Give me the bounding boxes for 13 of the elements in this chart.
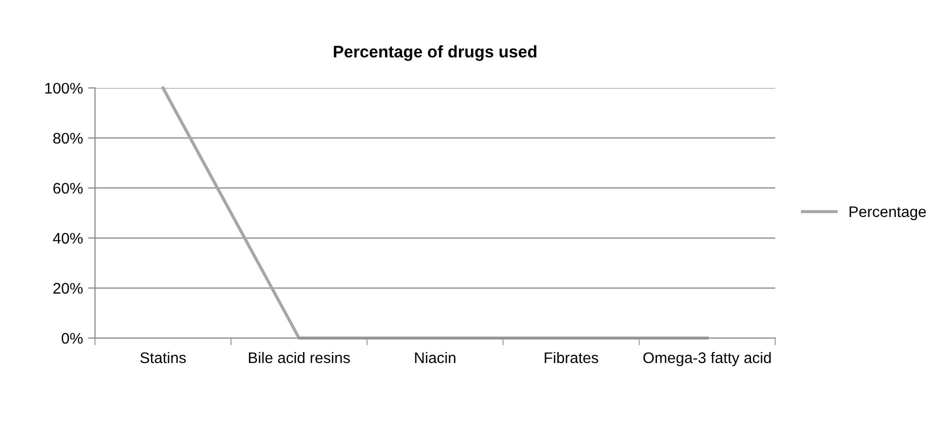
y-tick-label: 60% <box>53 182 83 194</box>
chart-title: Percentage of drugs used <box>334 45 536 61</box>
y-tick-label: 20% <box>53 282 83 294</box>
y-tick-label: 100% <box>45 82 83 94</box>
x-tick-label: Fibrates <box>544 352 598 364</box>
x-tick-label: Statins <box>140 352 186 364</box>
x-tick-label: Bile acid resins <box>248 352 350 364</box>
x-tick-label: Omega-3 fatty acid <box>643 352 771 366</box>
y-tick-label: 80% <box>53 132 83 144</box>
legend-label: Percentage <box>850 206 926 220</box>
y-tick-label: 40% <box>52 232 83 244</box>
y-tick-label: 0% <box>62 332 83 344</box>
x-tick-label: Niacin <box>415 352 456 364</box>
